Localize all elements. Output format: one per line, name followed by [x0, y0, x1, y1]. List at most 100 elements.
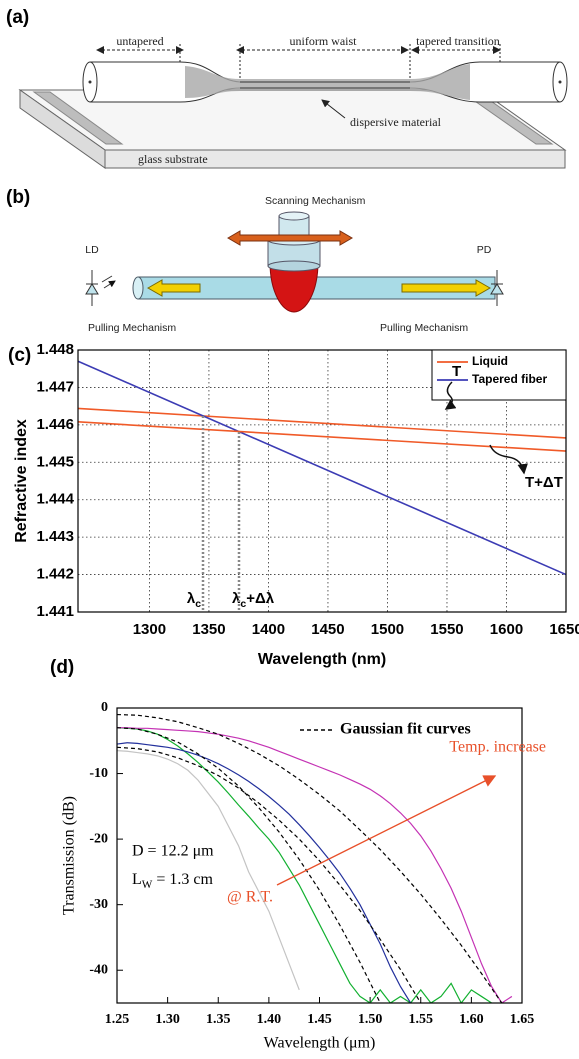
scanner-body [267, 260, 321, 272]
y-tick-label: -40 [89, 962, 108, 977]
panel-b: (b) Scanning Mechanism LD PD Pulling Mec… [6, 187, 504, 334]
legend-box [431, 349, 567, 401]
series-line [78, 421, 566, 452]
diode [85, 283, 99, 295]
x-tick-label: 1.45 [307, 1012, 332, 1027]
y-tick-label: 1.443 [36, 528, 74, 545]
pointer [321, 99, 346, 119]
annotation: @ R.T. [227, 889, 273, 906]
chart: (c) 1.441 1.442 1.443 1.444 1.445 1.446 1.447 1.… [8, 341, 579, 668]
series-line [117, 727, 381, 1003]
y-axis-label: Refractive index [13, 419, 30, 543]
annotation-part: c [195, 598, 201, 610]
x-axis-label: Wavelength (μm) [264, 1035, 376, 1052]
y-tick-label: 1.446 [36, 416, 74, 433]
y-axis-label: Transmission (dB) [61, 796, 78, 915]
label: LD [85, 244, 99, 256]
legend-label: Gaussian fit curves [340, 721, 471, 738]
series-line [78, 407, 566, 439]
diode [490, 283, 504, 295]
trend-arrow [276, 775, 497, 886]
heater [269, 261, 319, 313]
y-tick-label: -20 [89, 831, 108, 846]
panel-label: (a) [6, 7, 29, 28]
series-line [78, 360, 566, 576]
annotation: T+ΔT [525, 474, 563, 491]
panel-label: (d) [50, 657, 74, 678]
emission [101, 276, 115, 289]
pointer [444, 381, 457, 410]
y-tick-label: 1.447 [36, 378, 74, 395]
waist-edge [240, 81, 410, 89]
label: tapered transition [416, 34, 500, 48]
label: untapered [116, 34, 163, 48]
x-tick-label: 1600 [490, 621, 523, 638]
annotation: D = 12.2 μm [132, 843, 214, 860]
y-tick-label: 0 [101, 700, 108, 715]
x-tick-label: 1300 [133, 621, 166, 638]
pull-arrow [401, 279, 492, 297]
label: dispersive material [350, 115, 442, 129]
plot-frame [116, 707, 523, 1004]
x-tick-label: 1400 [252, 621, 285, 638]
x-tick-label: 1.60 [459, 1012, 484, 1027]
series-line [117, 727, 492, 1003]
annotation: Temp. increase [449, 739, 546, 756]
chart: (d) -40 -30 -20 -10 0 1.25 1.30 1.35 1.40 1.45 1.50… [50, 657, 546, 1052]
annotation: λc [187, 590, 201, 610]
series-line [117, 746, 422, 1003]
substrate-side [19, 89, 106, 169]
x-tick-label: 1.65 [510, 1012, 535, 1027]
label: Pulling Mechanism [88, 322, 176, 334]
panel-a: (a) untapered uniform waist tapered tran… [6, 7, 568, 169]
fiber-core [558, 80, 562, 84]
legend-label: Tapered fiber [472, 372, 547, 386]
x-tick-label: 1650 [549, 621, 579, 638]
x-tick-label: 1.55 [409, 1012, 434, 1027]
label: PD [477, 244, 492, 256]
plot-frame [77, 349, 567, 613]
y-tick-label: -30 [89, 897, 108, 912]
y-tick-label: 1.442 [36, 566, 74, 583]
label: glass substrate [138, 152, 208, 166]
pull-arrow [146, 279, 201, 297]
x-tick-label: 1.35 [206, 1012, 231, 1027]
x-tick-label: 1350 [192, 621, 225, 638]
scanner-head [278, 211, 310, 221]
x-tick-label: 1.30 [155, 1012, 180, 1027]
y-tick-label: 1.448 [36, 341, 74, 358]
legend-label: Liquid [472, 354, 508, 368]
panel-label: (c) [8, 345, 31, 366]
scan-arrow [227, 230, 353, 246]
annotation-part: = 1.3 cm [152, 871, 213, 888]
series-line [117, 750, 300, 991]
fiber-core [88, 80, 92, 84]
label: Scanning Mechanism [265, 195, 366, 207]
annotation-part: λ [187, 590, 196, 607]
annotation-part: c [240, 598, 246, 610]
annotation: T [452, 363, 461, 380]
annotation-part: L [132, 871, 142, 888]
series-line [117, 742, 412, 1003]
x-tick-label: 1.25 [105, 1012, 130, 1027]
panel-label: (b) [6, 187, 30, 208]
x-tick-label: 1500 [371, 621, 404, 638]
rail [32, 91, 124, 145]
x-tick-label: 1.40 [257, 1012, 282, 1027]
y-tick-label: 1.445 [36, 453, 74, 470]
annotation-part: +Δλ [246, 590, 275, 607]
label: Pulling Mechanism [380, 322, 468, 334]
pointer [489, 444, 528, 475]
series-line [117, 713, 503, 1003]
annotation-part: W [142, 879, 153, 891]
y-tick-label: 1.441 [36, 603, 74, 620]
series-line [117, 727, 513, 1003]
label: uniform waist [290, 34, 358, 48]
y-tick-label: 1.444 [36, 491, 74, 508]
annotation-part: λ [232, 590, 241, 607]
fiber-end [132, 276, 144, 300]
annotation: LW = 1.3 cm [132, 871, 213, 891]
x-tick-label: 1550 [430, 621, 463, 638]
x-tick-label: 1450 [311, 621, 344, 638]
